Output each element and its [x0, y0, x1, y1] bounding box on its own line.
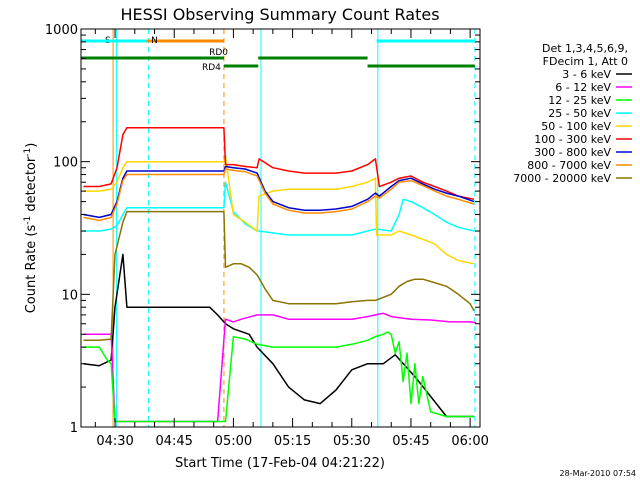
x-tick-label-4: 05:30 — [333, 434, 370, 449]
segment-label-1: N — [151, 36, 158, 46]
segment-label-5: RD4 — [202, 63, 221, 73]
x-axis: 04:30 04:45 05:00 05:15 05:30 05:45 06:00 — [94, 29, 489, 449]
x-tick-label-5: 05:45 — [392, 434, 429, 449]
y-axis-label-main: Count Rate (s — [24, 225, 39, 314]
x-tick-label-1: 04:45 — [155, 434, 192, 449]
series-line-6 — [83, 165, 475, 219]
y-tick-label-1: 10 — [61, 288, 78, 303]
y-tick-label-2: 100 — [53, 156, 78, 171]
legend-label-0: 3 - 6 keV — [562, 68, 611, 81]
series-line-7 — [83, 168, 475, 222]
series-line-3 — [83, 181, 475, 236]
legend-header-1: FDecim 1, Att 0 — [543, 55, 628, 68]
legend-label-8: 7000 - 20000 keV — [513, 172, 611, 185]
plot-frame — [80, 28, 481, 428]
segment-label-3: RD0 — [209, 48, 228, 58]
x-tick-label-6: 06:00 — [451, 434, 488, 449]
series-line-0 — [83, 253, 475, 418]
legend-header-0: Det 1,3,4,5,6,9, — [542, 42, 628, 55]
legend-label-7: 800 - 7000 keV — [527, 159, 611, 172]
legend-label-6: 300 - 800 keV — [534, 146, 611, 159]
legend-label-4: 50 - 100 keV — [541, 120, 611, 133]
x-axis-label: Start Time (17-Feb-04 04:21:22) — [175, 456, 385, 471]
plot-area: SNRD0RD4 — [81, 29, 477, 427]
y-axis-label-sup2: -1 — [23, 148, 33, 157]
legend-label-5: 100 - 300 keV — [534, 133, 611, 146]
x-tick-label-2: 05:00 — [215, 434, 252, 449]
legend-label-1: 6 - 12 keV — [555, 81, 611, 94]
footer-timestamp: 28-Mar-2010 07:54 — [560, 469, 637, 478]
x-tick-label-0: 04:30 — [96, 434, 133, 449]
y-axis-label-end: ) — [24, 143, 39, 148]
series-line-8 — [83, 210, 475, 342]
y-axis-label-sup: -1 — [23, 216, 33, 225]
legend: Det 1,3,4,5,6,9,FDecim 1, Att 03 - 6 keV… — [513, 42, 632, 185]
legend-label-3: 25 - 50 keV — [548, 107, 611, 120]
series-line-4 — [83, 155, 475, 265]
series-line-1 — [83, 312, 477, 423]
y-axis: 1 10 100 1000 — [45, 23, 480, 436]
series-line-2 — [83, 331, 475, 423]
series-line-5 — [83, 127, 475, 201]
y-tick-label-0: 1 — [70, 421, 78, 436]
y-axis-label: Count Rate (s-1 detector-1) — [23, 143, 39, 314]
legend-label-2: 12 - 25 keV — [548, 94, 611, 107]
chart-title: HESSI Observing Summary Count Rates — [120, 5, 439, 24]
y-axis-label-mid: detector — [24, 156, 39, 216]
x-tick-label-3: 05:15 — [274, 434, 311, 449]
y-tick-label-3: 1000 — [45, 23, 78, 38]
